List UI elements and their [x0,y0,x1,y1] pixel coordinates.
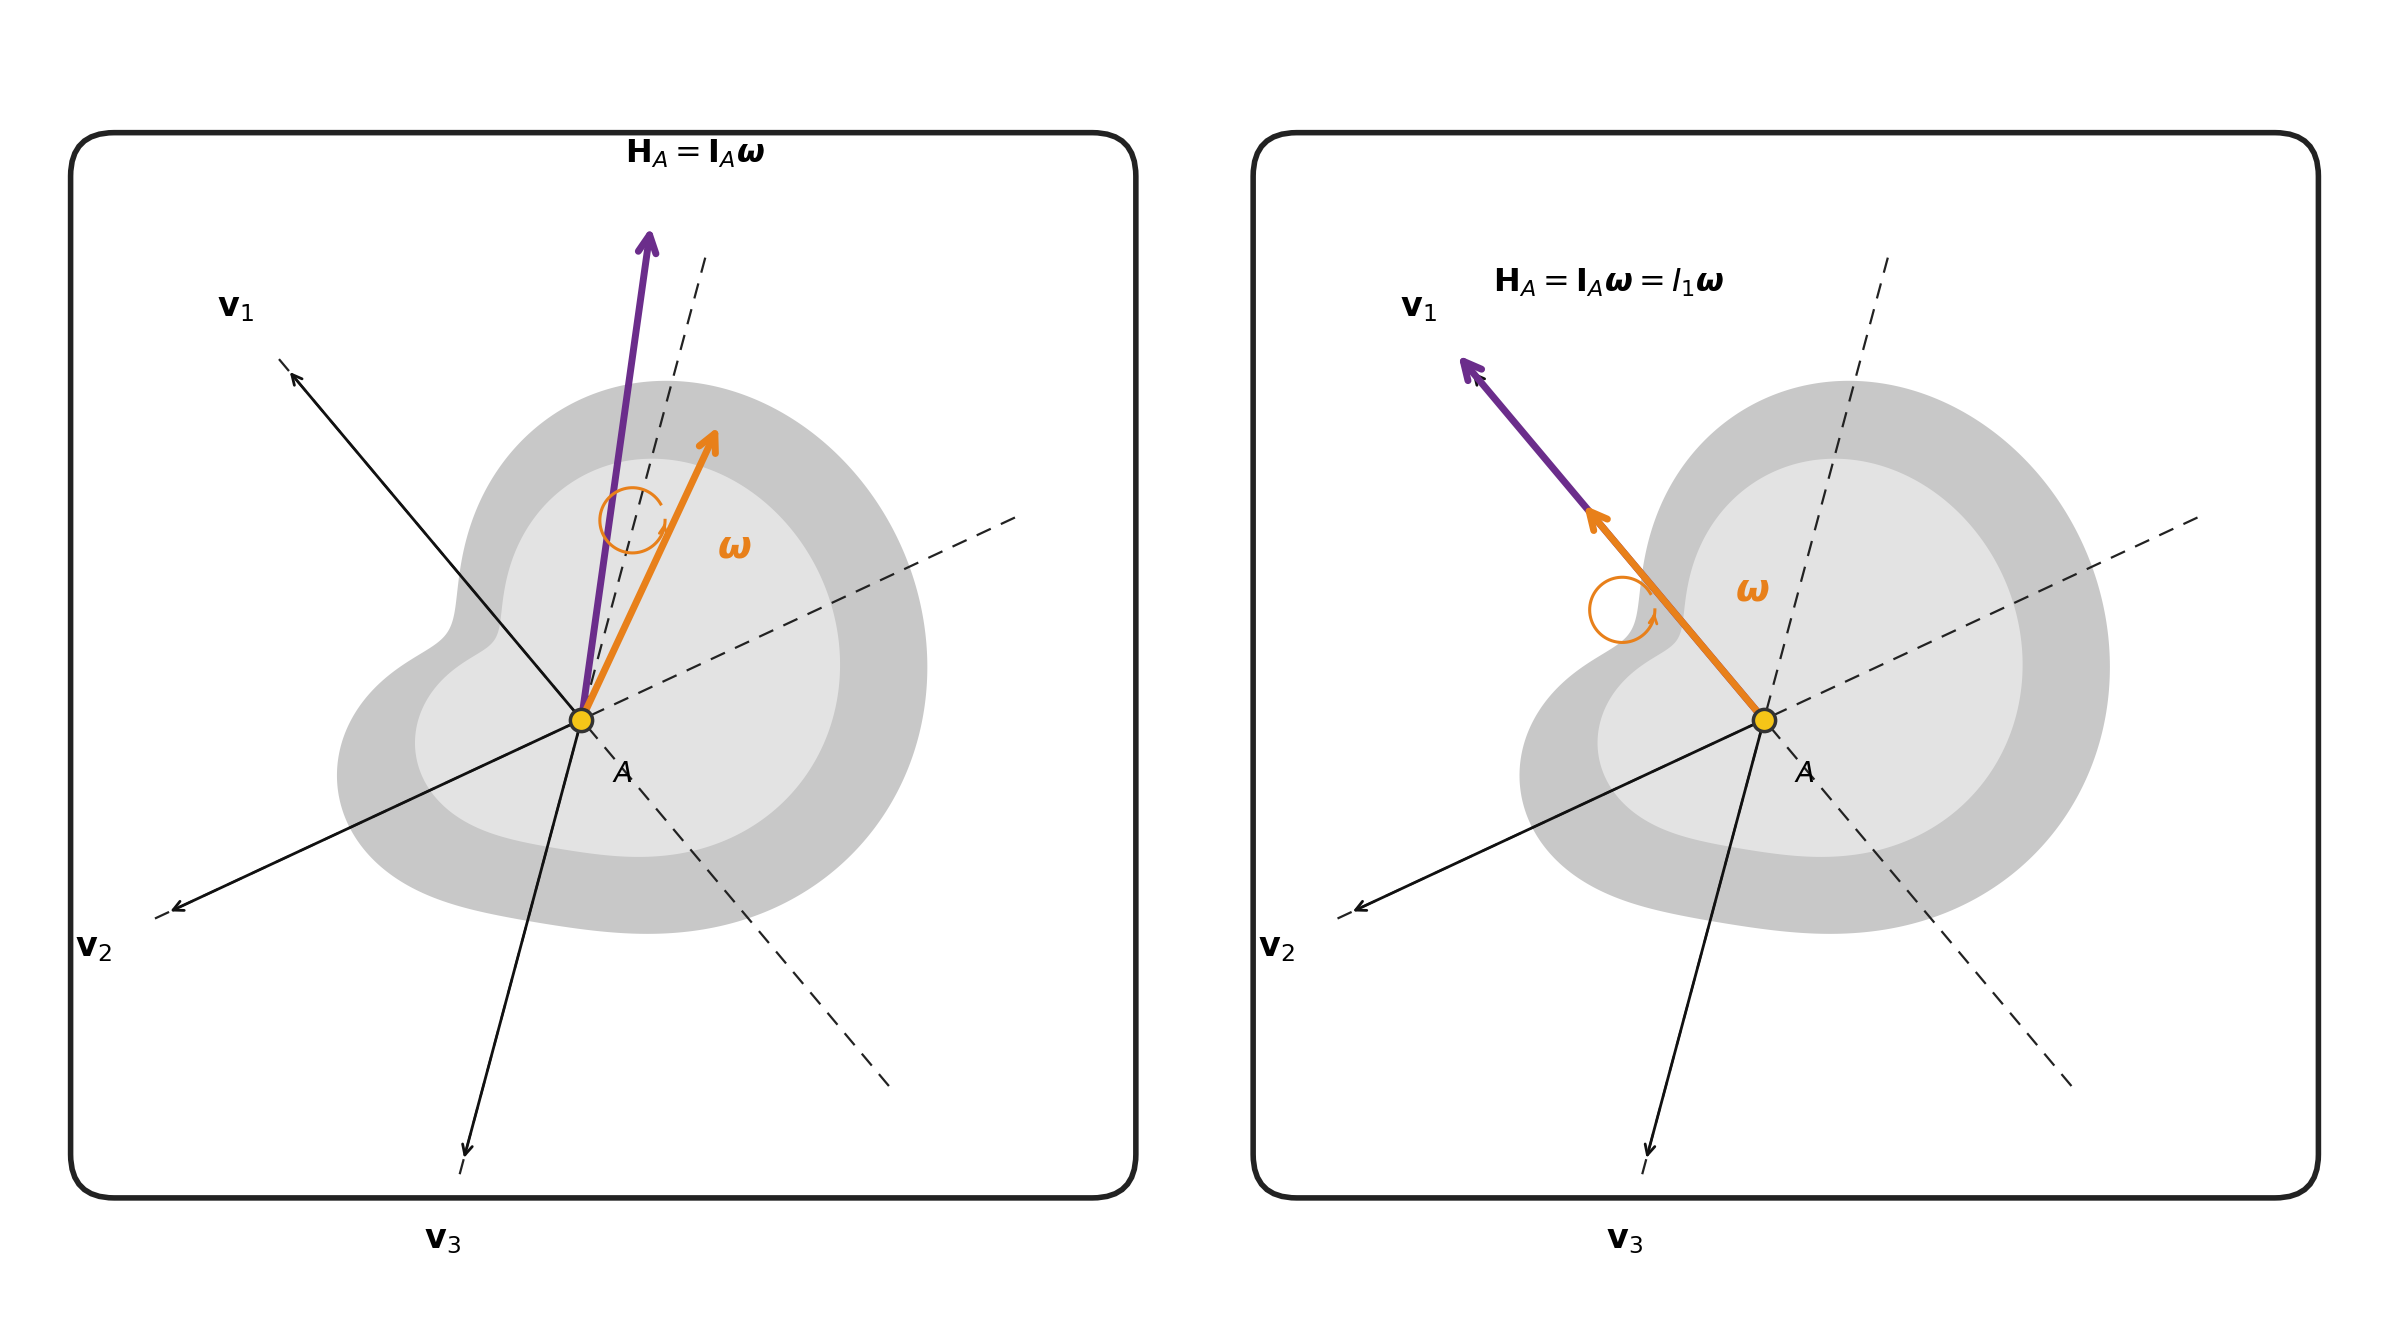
Text: $\mathbf{H}_A = \mathbf{I}_A\boldsymbol{\omega}$: $\mathbf{H}_A = \mathbf{I}_A\boldsymbol{… [624,137,764,171]
Polygon shape [416,458,841,857]
Text: $A$: $A$ [1794,761,1816,788]
Polygon shape [1519,380,2109,934]
Text: $A$: $A$ [612,761,633,788]
Text: $\boldsymbol{\omega}$: $\boldsymbol{\omega}$ [1734,571,1770,609]
Text: $\mathbf{v}_3$: $\mathbf{v}_3$ [423,1223,461,1255]
Text: $\mathbf{v}_2$: $\mathbf{v}_2$ [76,930,112,964]
Polygon shape [337,380,927,934]
Text: $\mathbf{v}_2$: $\mathbf{v}_2$ [1259,930,1295,964]
Text: $\boldsymbol{\omega}$: $\boldsymbol{\omega}$ [717,527,753,566]
Text: $\mathbf{v}_3$: $\mathbf{v}_3$ [1605,1223,1644,1255]
Text: $\mathbf{v}_1$: $\mathbf{v}_1$ [217,290,253,324]
Text: $\mathbf{H}_A = \mathbf{I}_A\boldsymbol{\omega} = I_1\boldsymbol{\omega}$: $\mathbf{H}_A = \mathbf{I}_A\boldsymbol{… [1493,266,1725,298]
Text: $\mathbf{v}_1$: $\mathbf{v}_1$ [1400,290,1436,324]
Polygon shape [1598,458,2023,857]
